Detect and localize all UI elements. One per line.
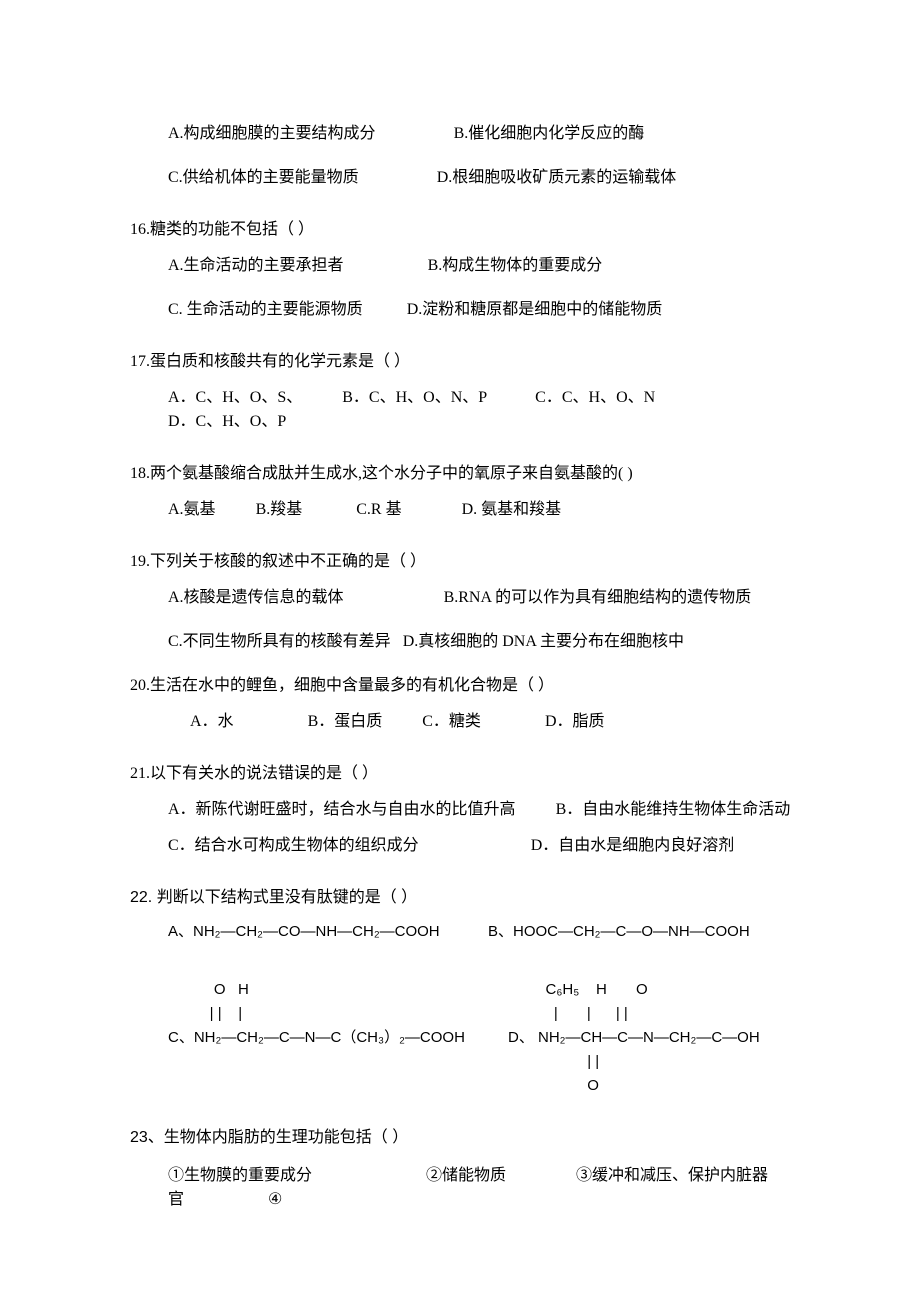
q22-optD-bottom: O: [550, 1077, 599, 1094]
q20-stem: 20.生活在水中的鲤鱼，细胞中含量最多的有机化合物是（ ）: [130, 674, 820, 698]
q23-opt4: ④: [268, 1191, 282, 1208]
q22-stem: 22. 判断以下结构式里没有肽键的是（ ）: [130, 886, 820, 910]
q19-optC: C.不同生物所具有的核酸有差异: [168, 633, 391, 650]
q22-optC-main: NH₂—CH₂—C—N—C（CH₃）₂—COOH: [194, 1029, 465, 1046]
q21-options-row2: C．结合水可构成生物体的组织成分 D．自由水是细胞内良好溶剂: [168, 834, 820, 858]
q19-options-row1: A.核酸是遗传信息的载体 B.RNA 的可以作为具有细胞结构的遗传物质: [168, 586, 820, 610]
q15-optA: A.构成细胞膜的主要结构成分: [168, 125, 376, 142]
q17-options: A．C、H、O、S、 B．C、H、O、N、P C．C、H、O、N D．C、H、O…: [168, 386, 820, 434]
q17-optC: C．C、H、O、N: [535, 386, 655, 410]
q22-optB-label: B、: [488, 923, 513, 940]
q15-options-row1: A.构成细胞膜的主要结构成分 B.催化细胞内化学反应的酶: [168, 122, 820, 146]
q21-optC: C．结合水可构成生物体的组织成分: [168, 834, 419, 858]
q15-optD: D.根细胞吸收矿质元素的运输载体: [437, 166, 677, 190]
q19-optA: A.核酸是遗传信息的载体: [168, 589, 344, 606]
q16-stem: 16.糖类的功能不包括（ ）: [130, 218, 820, 242]
q18-optB: B.羧基: [256, 498, 303, 522]
q16-optD: D.淀粉和糖原都是细胞中的储能物质: [407, 298, 663, 322]
q21-stem: 21.以下有关水的说法错误的是（ ）: [130, 762, 820, 786]
q22-optD-bond1: | | | |: [550, 1005, 628, 1022]
q16-options-row2: C. 生命活动的主要能源物质 D.淀粉和糖原都是细胞中的储能物质: [168, 298, 820, 322]
q23-opt1: ①生物膜的重要成分: [168, 1167, 312, 1184]
q16-options-row1: A.生命活动的主要承担者 B.构成生物体的重要成分: [168, 254, 820, 278]
q16-optA: A.生命活动的主要承担者: [168, 257, 344, 274]
q20-optB: B．蛋白质: [308, 710, 383, 734]
q18-options: A.氨基 B.羧基 C.R 基 D. 氨基和羧基: [168, 498, 820, 522]
q22-optC-top: O H: [168, 981, 249, 998]
q22-optD-bond2: | |: [550, 1053, 599, 1070]
q21-options-row1: A．新陈代谢旺盛时，结合水与自由水的比值升高 B．自由水能维持生物体生命活动: [168, 798, 820, 822]
q18-stem: 18.两个氨基酸缩合成肽并生成水,这个水分子中的氧原子来自氨基酸的( ): [130, 462, 820, 486]
q23-options: ①生物膜的重要成分 ②储能物质 ③缓冲和减压、保护内脏器官 ④: [168, 1164, 820, 1212]
q17-optD: D．C、H、O、P: [168, 410, 286, 434]
q15-optC: C.供给机体的主要能量物质: [168, 166, 359, 190]
q18-optC: C.R 基: [356, 498, 401, 522]
q20-options: A．水 B．蛋白质 C．糖类 D．脂质: [190, 710, 820, 734]
q22-optD-structure: C₆H₅ H O | | | | D、 NH₂—CH—C—N—CH₂—C—OH …: [508, 954, 760, 1098]
q15-options-row2: C.供给机体的主要能量物质 D.根细胞吸收矿质元素的运输载体: [168, 166, 820, 190]
q20-optA: A．水: [190, 710, 234, 734]
q19-stem: 19.下列关于核酸的叙述中不正确的是（ ）: [130, 550, 820, 574]
q15-optB: B.催化细胞内化学反应的酶: [454, 125, 645, 142]
q22-optD-label: D、: [508, 1029, 534, 1046]
q18-optA: A.氨基: [168, 498, 216, 522]
q22-optD-main: NH₂—CH—C—N—CH₂—C—OH: [538, 1029, 760, 1046]
q16-optC: C. 生命活动的主要能源物质: [168, 298, 363, 322]
q22-optC-bond: | | |: [168, 1005, 242, 1022]
q17-stem: 17.蛋白质和核酸共有的化学元素是（ ）: [130, 350, 820, 374]
q23-stem: 23、生物体内脂肪的生理功能包括（ ）: [130, 1126, 820, 1150]
q19-optD: D.真核细胞的 DNA 主要分布在细胞核中: [403, 633, 684, 650]
exam-page: A.构成细胞膜的主要结构成分 B.催化细胞内化学反应的酶 C.供给机体的主要能量…: [0, 0, 920, 1272]
q23-opt2: ②储能物质: [426, 1167, 506, 1184]
q22-optA-formula: NH₂—CH₂—CO—NH—CH₂—COOH: [193, 923, 440, 940]
q22-optD-top: C₆H₅ H O: [546, 981, 648, 998]
q18-optD: D. 氨基和羧基: [462, 498, 562, 522]
q22-optC-label: C、: [168, 1029, 194, 1046]
q21-optB: B．自由水能维持生物体生命活动: [556, 801, 791, 818]
q21-optA: A．新陈代谢旺盛时，结合水与自由水的比值升高: [168, 801, 516, 818]
q17-optA: A．C、H、O、S、: [168, 386, 302, 410]
q19-options-row2: C.不同生物所具有的核酸有差异 D.真核细胞的 DNA 主要分布在细胞核中: [168, 630, 820, 654]
q22-optA-label: A、: [168, 923, 193, 940]
q19-optB: B.RNA 的可以作为具有细胞结构的遗传物质: [444, 589, 752, 606]
q17-optB: B．C、H、O、N、P: [342, 386, 487, 410]
q22-optC-structure: O H | | | C、NH₂—CH₂—C—N—C（CH₃）₂—COOH: [168, 954, 508, 1098]
q22-option-ab-row: A、NH₂—CH₂—CO—NH—CH₂—COOH B、HOOC—CH₂—C—O—…: [168, 920, 820, 944]
q22-option-cd-row: O H | | | C、NH₂—CH₂—C—N—C（CH₃）₂—COOH C₆H…: [168, 954, 820, 1098]
q16-optB: B.构成生物体的重要成分: [428, 257, 603, 274]
q20-optD: D．脂质: [545, 710, 605, 734]
q22-optB-formula: HOOC—CH₂—C—O—NH—COOH: [513, 923, 750, 940]
q20-optC: C．糖类: [422, 710, 481, 734]
q21-optD: D．自由水是细胞内良好溶剂: [531, 834, 735, 858]
